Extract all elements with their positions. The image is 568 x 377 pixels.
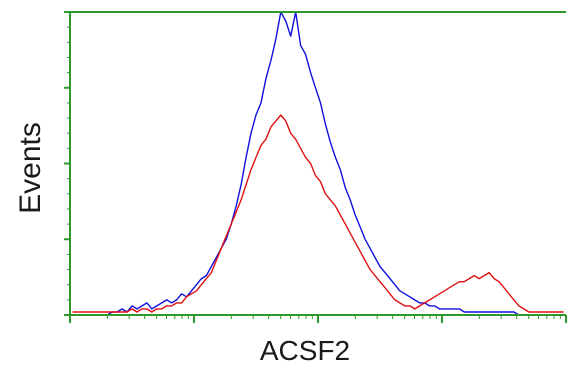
axes-layer bbox=[64, 11, 567, 323]
x-axis-ticks bbox=[69, 315, 567, 323]
y-axis-ticks bbox=[64, 11, 70, 316]
y-axis-label: Events bbox=[14, 122, 47, 214]
series-layer bbox=[72, 11, 564, 316]
series-line-blue bbox=[72, 11, 564, 316]
series-line-red bbox=[72, 114, 564, 313]
x-axis-label: ACSF2 bbox=[260, 335, 350, 366]
